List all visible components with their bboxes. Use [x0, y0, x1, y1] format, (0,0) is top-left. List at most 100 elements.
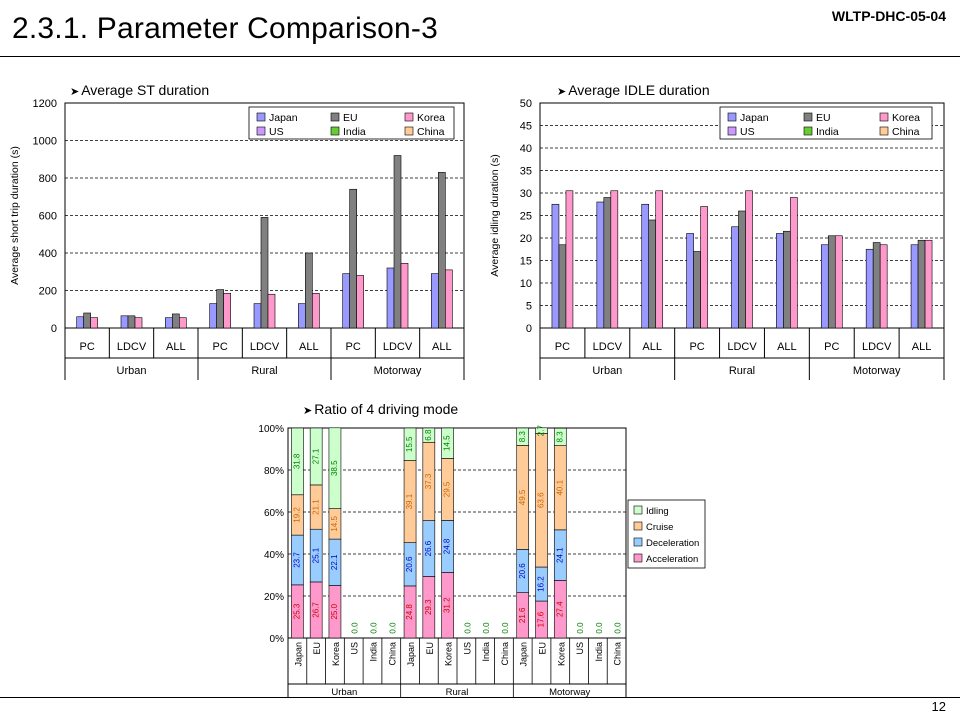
bar-japan: [641, 203, 650, 329]
y-tick-label: 400: [39, 248, 57, 260]
legend-swatch-idling: [633, 505, 643, 515]
x-tick-label: LDCV: [250, 341, 280, 353]
bar-korea: [179, 317, 187, 329]
legend-entry: Acceleration: [646, 554, 698, 565]
bar-korea: [834, 235, 843, 329]
stack-idling: [291, 427, 304, 496]
y-tick-label: 15: [520, 256, 532, 268]
data-label-deceleration: 22.1: [330, 554, 339, 570]
stack-idling: [309, 427, 323, 486]
bar-korea: [90, 317, 98, 329]
page-number: 12: [931, 699, 946, 714]
bar-korea: [745, 190, 753, 329]
y-tick-label: 1000: [33, 136, 57, 148]
data-label-deceleration: 16.2: [537, 576, 546, 592]
legend-entry: Korea: [892, 112, 920, 124]
stack-idling: [516, 427, 530, 446]
y-tick-label: 0%: [270, 634, 285, 645]
bar-japan: [910, 244, 919, 329]
legend-swatch-us: [727, 126, 737, 136]
y-tick-label: 100%: [258, 424, 284, 435]
bar-eu: [783, 230, 791, 329]
bar-korea: [312, 293, 320, 329]
x-tick-label: LDCV: [117, 341, 147, 353]
legend-swatch-china: [404, 126, 414, 136]
x-tick-label: China: [613, 642, 623, 666]
bar-korea: [924, 239, 933, 329]
bar-korea: [356, 275, 364, 329]
bar-japan: [342, 273, 350, 329]
y-axis-label: Average idling duration (s): [489, 154, 501, 276]
data-label-acceleration: 31.2: [443, 597, 452, 613]
y-tick-label: 45: [520, 121, 532, 133]
x-group-label: Motorway: [549, 687, 590, 698]
data-label-zero: 0.0: [614, 622, 623, 634]
x-tick-label: LDCV: [383, 341, 413, 353]
data-label-acceleration: 24.8: [405, 604, 414, 620]
legend-entry: Japan: [740, 112, 769, 124]
x-group-label: Urban: [117, 365, 147, 377]
legend-swatch-korea: [404, 112, 414, 122]
x-tick-label: PC: [213, 341, 228, 353]
bar-eu: [393, 155, 402, 329]
x-tick-label: Korea: [444, 642, 454, 666]
x-group-label: Rural: [251, 365, 277, 377]
footer-divider: [0, 697, 960, 698]
bar-japan: [76, 316, 84, 329]
y-tick-label: 0: [51, 323, 57, 335]
x-tick-label: LDCV: [593, 341, 623, 353]
bar-eu: [917, 239, 926, 329]
legend-entry: China: [417, 126, 445, 138]
bar-japan: [686, 233, 694, 329]
data-label-acceleration: 26.7: [311, 602, 320, 618]
data-label-deceleration: 20.6: [518, 563, 527, 579]
data-label-zero: 0.0: [351, 622, 360, 634]
data-label-idling: 8.3: [518, 431, 527, 443]
bar-eu: [558, 244, 567, 329]
arrow-bullet-icon: ➤: [303, 405, 313, 417]
data-label-cruise: 49.5: [518, 489, 527, 505]
bar-japan: [120, 315, 129, 329]
y-tick-label: 800: [39, 173, 57, 185]
data-label-cruise: 19.2: [292, 507, 301, 523]
y-tick-label: 1200: [33, 98, 57, 110]
data-label-acceleration: 21.6: [518, 607, 527, 623]
data-label-deceleration: 23.7: [292, 552, 301, 568]
bar-korea: [223, 293, 231, 329]
x-tick-label: China: [387, 642, 397, 666]
x-tick-label: India: [594, 642, 604, 662]
legend-entry: Korea: [417, 112, 445, 124]
data-label-acceleration: 25.0: [330, 603, 339, 619]
legend-entry: India: [343, 126, 366, 138]
y-tick-label: 25: [520, 211, 532, 223]
data-label-zero: 0.0: [463, 622, 472, 634]
y-tick-label: 200: [39, 286, 57, 298]
y-tick-label: 5: [526, 301, 532, 313]
bullet-idle-label: Average IDLE duration: [568, 82, 710, 98]
bar-japan: [253, 303, 262, 329]
bar-korea: [565, 190, 574, 329]
data-label-idling: 6.8: [424, 429, 433, 441]
x-group-label: Motorway: [374, 365, 422, 377]
data-label-idling: 8.3: [555, 431, 564, 443]
legend-box: [719, 106, 933, 140]
data-label-idling: 15.5: [405, 436, 414, 452]
legend-entry: EU: [816, 112, 831, 124]
bullet-ratio: ➤ Ratio of 4 driving mode: [303, 401, 458, 417]
bar-eu: [827, 235, 836, 329]
data-label-zero: 0.0: [501, 622, 510, 634]
data-label-cruise: 14.5: [330, 516, 339, 532]
x-tick-label: India: [481, 642, 491, 662]
bar-eu: [648, 219, 657, 329]
x-tick-label: PC: [824, 341, 839, 353]
arrow-bullet-icon: ➤: [70, 86, 80, 98]
x-group-label: Rural: [729, 365, 755, 377]
bar-korea: [400, 263, 409, 329]
x-tick-label: ALL: [299, 341, 319, 353]
bullet-st-duration: ➤ Average ST duration: [70, 82, 209, 98]
header-divider: [0, 56, 960, 57]
x-tick-label: Korea: [556, 642, 566, 666]
y-tick-label: 10: [520, 278, 532, 290]
legend-entry: EU: [343, 112, 358, 124]
y-tick-label: 20: [520, 233, 532, 245]
